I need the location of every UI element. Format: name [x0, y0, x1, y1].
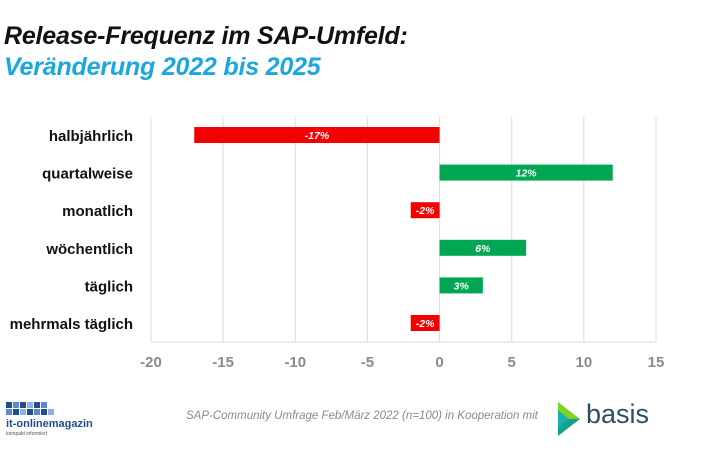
basis-wordmark: basis	[586, 399, 650, 429]
basis-logo: basis	[556, 398, 666, 440]
source-note: SAP-Community Umfrage Feb/März 2022 (n=1…	[186, 410, 538, 422]
it-onlinemagazin-logo: it-onlinemagazin kompakt informiert	[6, 402, 116, 437]
data-label: 12%	[516, 168, 538, 180]
x-tick-label: -15	[212, 354, 234, 371]
logo-tagline: kompakt informiert	[6, 431, 48, 437]
bar	[439, 277, 483, 294]
data-label: -2%	[416, 205, 435, 217]
category-label: wöchentlich	[45, 241, 133, 258]
x-tick-label: -20	[140, 354, 162, 371]
logo-grid-icon	[6, 402, 54, 415]
category-label: quartalweise	[42, 166, 133, 183]
logo-name: it-onlinemagazin	[6, 418, 93, 430]
data-label: -17%	[305, 130, 330, 142]
category-label: mehrmals täglich	[10, 316, 133, 333]
bar	[194, 127, 440, 143]
x-tick-label: -10	[284, 354, 306, 371]
bar	[439, 239, 527, 256]
bar	[439, 164, 613, 181]
category-label: täglich	[85, 278, 133, 295]
x-tick-label: 15	[648, 354, 665, 371]
x-tick-label: 5	[508, 354, 516, 371]
data-label: 3%	[454, 280, 470, 292]
bar-chart: -20 -15 -10 -5 0 5 10 15 -17% halbjährlich 12% quar…	[10, 117, 665, 371]
bar	[410, 315, 440, 331]
chart-subtitle: Veränderung 2022 bis 2025	[4, 53, 321, 81]
category-label: halbjährlich	[49, 128, 133, 145]
chart-title: Release-Frequenz im SAP-Umfeld:	[4, 22, 408, 50]
x-tick-label: 10	[576, 354, 593, 371]
data-label: 6%	[475, 243, 491, 255]
bar	[410, 202, 440, 219]
category-label: monatlich	[62, 203, 133, 220]
basis-play-icon	[558, 402, 580, 436]
x-tick-label: -5	[361, 354, 374, 371]
x-tick-label: 0	[435, 354, 443, 371]
data-label: -2%	[416, 318, 435, 330]
